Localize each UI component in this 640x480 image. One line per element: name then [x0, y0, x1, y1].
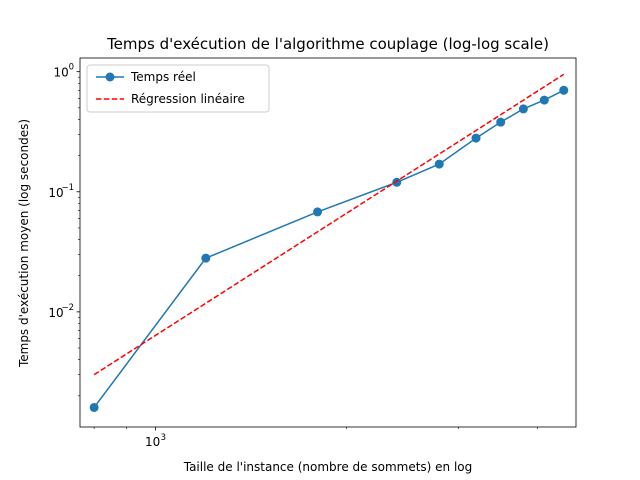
legend: Temps réel Régression linéaire — [86, 64, 270, 113]
y-tick-label-0: 10 — [48, 306, 63, 320]
legend-box — [86, 64, 270, 113]
plot-area — [80, 58, 576, 427]
y-tick-label-2: 10 — [54, 66, 69, 80]
series-line-1 — [93, 73, 565, 376]
series-layer — [89, 73, 569, 412]
data-point-0-4 — [434, 159, 444, 169]
data-point-0-7 — [518, 104, 528, 114]
series-line-0 — [93, 89, 565, 408]
legend-label-temps-reel: Temps réel — [130, 70, 196, 84]
data-point-0-0 — [89, 402, 99, 412]
legend-label-regression: Régression linéaire — [131, 92, 245, 106]
y-tick-exponent-2: 0 — [69, 63, 74, 73]
y-tick-exponent-0: −2 — [61, 303, 74, 313]
y-tick-exponent-1: −1 — [61, 183, 74, 193]
legend-marker-temps-reel — [105, 72, 115, 82]
y-axis-label: Temps d'exécution moyen (log secondes) — [17, 119, 31, 368]
x-tick-label-0: 10 — [145, 435, 160, 449]
x-axis-label: Taille de l'instance (nombre de sommets)… — [183, 460, 473, 474]
chart-title: Temps d'exécution de l'algorithme coupla… — [106, 35, 549, 53]
data-point-0-9 — [559, 85, 569, 95]
x-tick-exponent-0: 3 — [161, 433, 166, 443]
plot-frame — [79, 57, 577, 428]
data-point-0-8 — [539, 95, 549, 105]
data-point-0-1 — [201, 253, 211, 263]
data-point-0-3 — [392, 177, 402, 187]
data-point-0-5 — [471, 133, 481, 143]
data-point-0-6 — [496, 117, 506, 127]
y-tick-label-1: 10 — [48, 186, 63, 200]
data-point-0-2 — [313, 207, 323, 217]
